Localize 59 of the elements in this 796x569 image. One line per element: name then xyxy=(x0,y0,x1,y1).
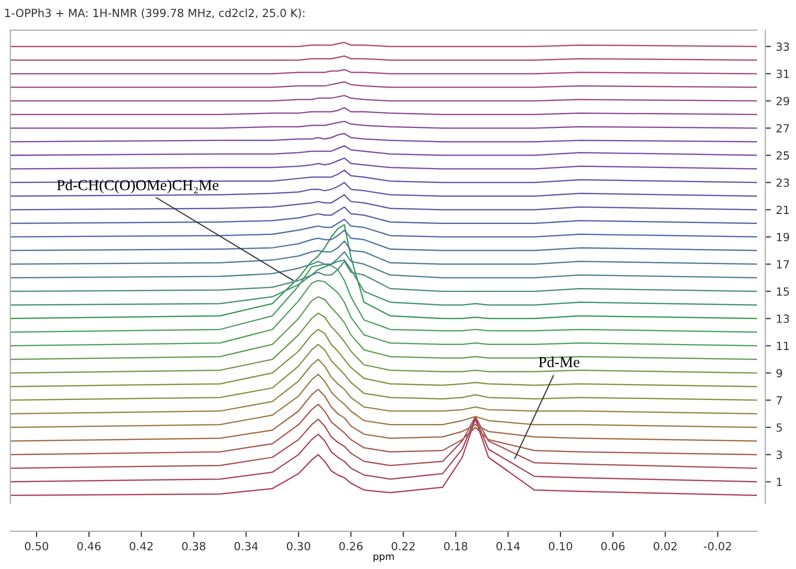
line-series xyxy=(10,374,757,428)
line-series xyxy=(10,251,757,278)
line-series xyxy=(10,312,757,374)
x-tick-label: 0.30 xyxy=(286,542,310,550)
x-axis-title: ppm xyxy=(374,554,394,562)
annotation: Pd-CH(C(O)OMe)CH₂Me xyxy=(57,180,218,194)
x-tick-label: 0.38 xyxy=(182,542,206,550)
line-series xyxy=(10,132,757,142)
line-series xyxy=(10,240,757,265)
line-series xyxy=(10,157,757,170)
y-tick-label: 21 xyxy=(776,206,789,214)
y-tick-label: 13 xyxy=(776,314,789,323)
x-tick-label: 0.34 xyxy=(234,542,258,550)
y-tick-label: 7 xyxy=(776,396,782,404)
y-tick-label: 11 xyxy=(776,342,789,350)
x-tick-label: 0.46 xyxy=(77,542,101,550)
line-series xyxy=(10,107,757,116)
line-series xyxy=(10,182,757,197)
y-tick-label: 25 xyxy=(776,151,789,160)
y-tick-label: 31 xyxy=(776,70,789,78)
line-series xyxy=(10,388,757,442)
line-series xyxy=(10,328,757,388)
x-tick-label: 0.10 xyxy=(548,542,572,550)
y-tick-label: 9 xyxy=(776,368,782,378)
y-tick-label: 29 xyxy=(776,96,790,106)
x-tick-label: 0.42 xyxy=(130,542,153,550)
x-tick-label: 0.18 xyxy=(444,542,468,550)
y-tick-label: 5 xyxy=(776,424,782,432)
chart-title: 1-OPPh3 + MA: 1H-NMR (399.78 MHz, cd2cl2, 25.0 K): xyxy=(5,8,304,18)
line-series xyxy=(10,224,757,320)
line-series xyxy=(10,194,757,210)
line-series xyxy=(10,259,757,306)
y-tick-label: 19 xyxy=(776,232,790,242)
x-tick-label: 0.14 xyxy=(496,542,520,550)
y-tick-label: 1 xyxy=(776,478,782,486)
line-series xyxy=(10,145,757,156)
x-tick-label: 0.26 xyxy=(339,542,363,550)
y-tick-label: 27 xyxy=(776,124,789,132)
x-tick-label: 0.50 xyxy=(24,542,48,550)
y-tick-label: 23 xyxy=(776,178,789,187)
line-series xyxy=(10,218,757,238)
annotation: Pd-Me xyxy=(538,356,580,368)
line-series xyxy=(10,120,757,129)
x-tick-label: 0.22 xyxy=(392,542,415,550)
x-tick-label: 0.06 xyxy=(601,542,625,550)
line-series xyxy=(10,358,757,414)
y-tick-label: 3 xyxy=(776,450,782,459)
y-tick-label: 17 xyxy=(776,260,789,268)
line-series xyxy=(10,264,757,333)
y-tick-label: 33 xyxy=(776,42,789,51)
x-tick-label: 0.02 xyxy=(654,542,677,550)
y-tick-label: 15 xyxy=(776,287,789,296)
line-series xyxy=(10,260,757,292)
line-series xyxy=(10,280,757,346)
line-series xyxy=(10,418,757,496)
line-series xyxy=(10,206,757,224)
x-tick-label: -0.02 xyxy=(704,542,731,550)
line-series xyxy=(10,230,757,252)
line-series xyxy=(10,344,757,401)
